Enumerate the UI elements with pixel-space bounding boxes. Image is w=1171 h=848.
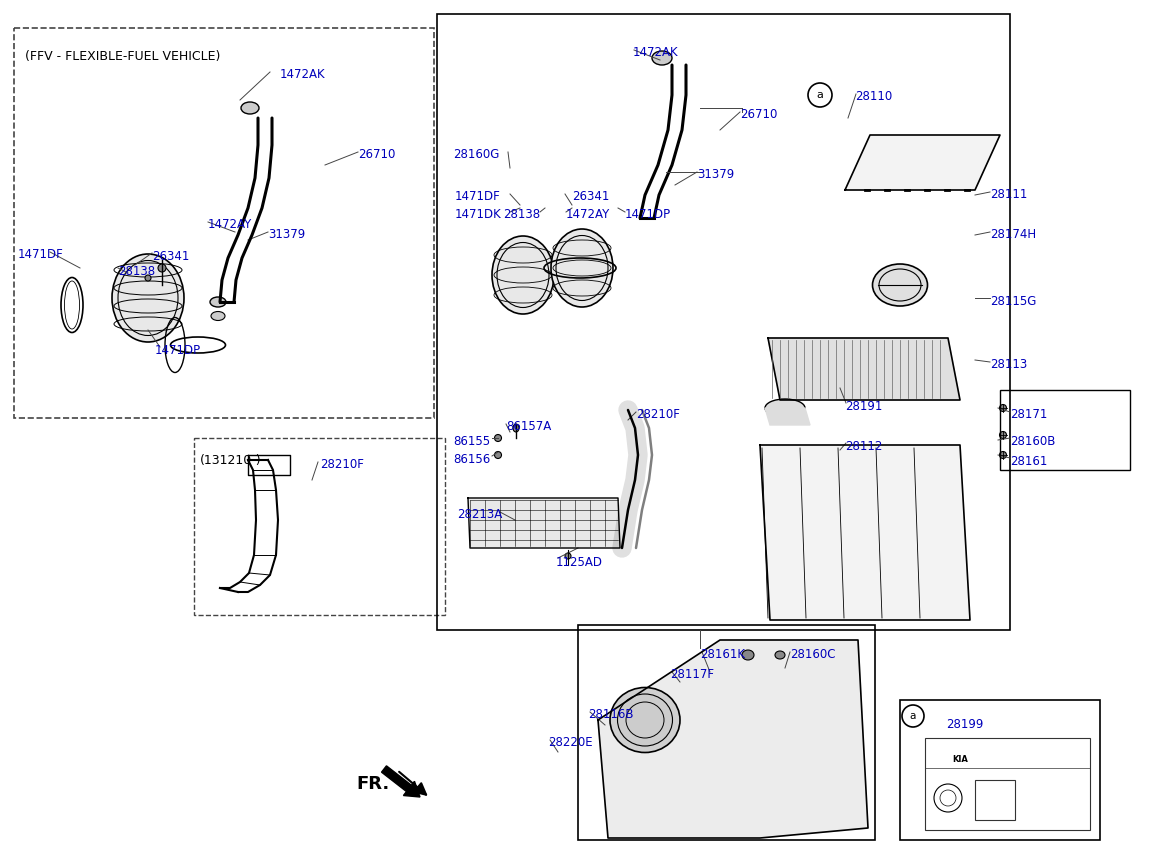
- Ellipse shape: [492, 236, 554, 314]
- Text: 1471DK: 1471DK: [456, 208, 501, 221]
- Text: 28138: 28138: [118, 265, 155, 278]
- Ellipse shape: [872, 264, 927, 306]
- Text: 31379: 31379: [697, 168, 734, 181]
- Text: 1472AK: 1472AK: [634, 46, 679, 59]
- Text: FR.: FR.: [356, 775, 389, 793]
- Ellipse shape: [211, 311, 225, 321]
- Text: 28210F: 28210F: [320, 458, 364, 471]
- Text: 26710: 26710: [740, 108, 778, 121]
- Text: 28138: 28138: [504, 208, 540, 221]
- Ellipse shape: [617, 694, 672, 746]
- Text: 28191: 28191: [845, 400, 883, 413]
- Text: 28115G: 28115G: [989, 295, 1036, 308]
- Ellipse shape: [742, 650, 754, 660]
- Bar: [194, 438, 445, 615]
- Text: 28174H: 28174H: [989, 228, 1036, 241]
- Text: 26341: 26341: [152, 250, 190, 263]
- Text: 28111: 28111: [989, 188, 1027, 201]
- Ellipse shape: [1000, 432, 1007, 438]
- Polygon shape: [468, 498, 619, 548]
- Text: 1472AY: 1472AY: [566, 208, 610, 221]
- Text: 1471DP: 1471DP: [155, 344, 201, 357]
- Text: 28113: 28113: [989, 358, 1027, 371]
- Text: 28210F: 28210F: [636, 408, 680, 421]
- Text: (131210-): (131210-): [200, 454, 261, 467]
- Text: 28161K: 28161K: [700, 648, 745, 661]
- Ellipse shape: [652, 51, 672, 65]
- Text: 28171: 28171: [1011, 408, 1047, 421]
- Ellipse shape: [564, 553, 571, 559]
- Text: 28161: 28161: [1011, 455, 1047, 468]
- Ellipse shape: [241, 102, 259, 114]
- Text: 1471DF: 1471DF: [18, 248, 63, 261]
- Text: 26710: 26710: [358, 148, 396, 161]
- Text: 28110: 28110: [855, 90, 892, 103]
- Bar: [900, 700, 1100, 840]
- Ellipse shape: [552, 229, 612, 307]
- Text: 28160B: 28160B: [1011, 435, 1055, 448]
- Ellipse shape: [513, 424, 519, 432]
- Text: 1471DP: 1471DP: [625, 208, 671, 221]
- Text: 28213A: 28213A: [457, 508, 502, 521]
- Text: 28117F: 28117F: [670, 668, 714, 681]
- Polygon shape: [760, 445, 970, 620]
- Text: 28116B: 28116B: [588, 708, 634, 721]
- Text: 1125AD: 1125AD: [556, 556, 603, 569]
- Polygon shape: [598, 640, 868, 838]
- Ellipse shape: [112, 254, 184, 342]
- Bar: [578, 625, 875, 840]
- Text: 28160C: 28160C: [790, 648, 835, 661]
- Polygon shape: [765, 408, 810, 425]
- Ellipse shape: [210, 297, 226, 307]
- Ellipse shape: [1000, 404, 1007, 411]
- Text: 28199: 28199: [946, 718, 984, 731]
- Text: 1472AY: 1472AY: [208, 218, 252, 231]
- Polygon shape: [768, 338, 960, 400]
- Ellipse shape: [765, 399, 804, 417]
- Ellipse shape: [158, 264, 166, 272]
- Text: 28160G: 28160G: [453, 148, 499, 161]
- Text: 86156: 86156: [453, 453, 491, 466]
- Text: a: a: [816, 90, 823, 100]
- Text: 28112: 28112: [845, 440, 883, 453]
- Text: a: a: [910, 711, 916, 721]
- Bar: [925, 738, 1090, 830]
- Ellipse shape: [145, 275, 151, 281]
- Bar: [437, 14, 1011, 630]
- Ellipse shape: [775, 651, 785, 659]
- FancyArrow shape: [382, 766, 420, 797]
- Text: 1471DF: 1471DF: [456, 190, 501, 203]
- Text: 86155: 86155: [453, 435, 491, 448]
- Bar: [1000, 390, 1130, 470]
- Ellipse shape: [610, 688, 680, 752]
- Text: (FFV - FLEXIBLE-FUEL VEHICLE): (FFV - FLEXIBLE-FUEL VEHICLE): [25, 50, 220, 63]
- Text: 28220E: 28220E: [548, 736, 593, 749]
- Text: KIA: KIA: [952, 755, 968, 764]
- Text: 86157A: 86157A: [506, 420, 552, 433]
- Bar: [975, 780, 1015, 820]
- Text: 1472AK: 1472AK: [280, 68, 326, 81]
- Ellipse shape: [494, 451, 501, 459]
- Text: 31379: 31379: [268, 228, 306, 241]
- Ellipse shape: [1000, 451, 1007, 459]
- Text: 26341: 26341: [571, 190, 609, 203]
- Ellipse shape: [494, 434, 501, 442]
- Polygon shape: [845, 135, 1000, 190]
- Bar: [14, 28, 434, 418]
